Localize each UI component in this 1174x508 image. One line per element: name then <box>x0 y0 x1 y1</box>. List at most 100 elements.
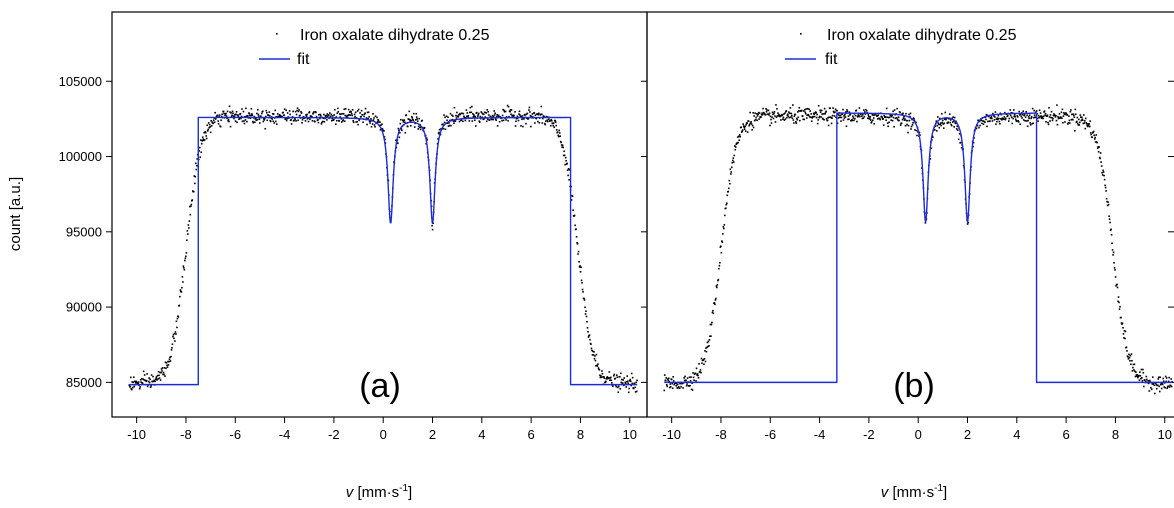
data-point <box>703 363 705 366</box>
data-point <box>1099 152 1102 154</box>
data-point <box>273 122 276 124</box>
data-point <box>1114 269 1116 271</box>
data-point <box>165 367 167 370</box>
data-point <box>1161 383 1164 386</box>
data-point <box>252 120 254 123</box>
data-point <box>686 377 689 379</box>
data-point <box>567 174 569 177</box>
data-point <box>877 114 880 117</box>
data-point <box>985 118 987 121</box>
data-point <box>1133 363 1136 366</box>
data-point <box>495 119 497 121</box>
data-point <box>1063 113 1066 115</box>
data-point <box>937 122 940 124</box>
data-point <box>1068 119 1071 122</box>
data-point <box>151 380 154 383</box>
data-point <box>850 119 853 122</box>
data-point <box>1021 117 1024 119</box>
data-point <box>544 120 547 122</box>
data-point <box>894 117 897 120</box>
data-point <box>1116 286 1119 289</box>
data-point <box>205 137 208 140</box>
data-point <box>683 377 685 379</box>
legend-b: Iron oxalate dihydrate 0.25 fit <box>785 27 1017 68</box>
data-point <box>1012 117 1015 120</box>
fit-curve <box>129 116 638 386</box>
data-point <box>402 119 404 121</box>
data-point <box>1167 385 1169 387</box>
data-point <box>1094 141 1097 143</box>
data-point <box>486 109 489 111</box>
data-point <box>897 116 900 118</box>
data-point <box>1093 138 1096 140</box>
data-point <box>760 116 762 118</box>
data-point <box>1022 110 1024 113</box>
data-point <box>481 113 484 115</box>
data-point <box>228 120 230 123</box>
data-point <box>1026 125 1029 128</box>
data-point <box>891 114 893 117</box>
data-point <box>437 138 439 140</box>
data-point <box>308 111 311 113</box>
data-point <box>722 233 724 235</box>
data-point <box>447 116 449 119</box>
data-point <box>738 134 741 136</box>
data-point <box>184 257 187 260</box>
data-point <box>669 383 672 385</box>
data-point <box>1011 122 1014 125</box>
data-point <box>1076 120 1078 123</box>
data-point <box>368 120 371 123</box>
data-point <box>1013 113 1016 116</box>
data-point <box>738 139 741 141</box>
x-axis-a: -10 -8 -6 -4 -2 0 2 4 6 8 10 <box>127 417 637 442</box>
data-point <box>474 125 477 127</box>
data-point <box>490 118 493 121</box>
data-point <box>448 124 451 127</box>
data-point <box>425 137 428 139</box>
data-point <box>779 115 782 117</box>
data-point <box>477 112 480 115</box>
data-point <box>1092 130 1095 133</box>
data-point <box>948 113 951 115</box>
data-point <box>1127 358 1130 360</box>
data-point <box>582 291 584 293</box>
data-point <box>755 116 757 119</box>
data-point <box>231 110 234 113</box>
data-point <box>909 115 911 118</box>
data-point <box>553 126 556 129</box>
data-point <box>869 119 872 121</box>
data-point <box>714 299 717 301</box>
data-point <box>1002 117 1004 120</box>
data-point <box>725 207 727 210</box>
data-point <box>1046 114 1049 117</box>
data-point <box>212 122 214 125</box>
data-point <box>1087 123 1090 125</box>
data-point <box>855 109 858 112</box>
data-point <box>842 119 845 121</box>
data-point <box>515 120 517 123</box>
data-point <box>593 357 596 360</box>
data-point <box>890 119 892 121</box>
data-point <box>986 125 988 128</box>
panel-b: -10 -8 -6 -4 -2 0 2 4 6 8 10 v [mm·s-1] Iron oxala… <box>641 11 1174 501</box>
data-point <box>354 115 356 118</box>
data-point <box>1103 178 1106 181</box>
data-point <box>873 122 876 125</box>
data-point <box>585 310 587 312</box>
data-point <box>1046 115 1048 117</box>
data-point <box>169 360 172 362</box>
data-point <box>381 123 383 125</box>
data-point <box>807 114 810 117</box>
data-point <box>544 123 547 126</box>
data-point <box>311 116 313 118</box>
data-point <box>939 122 942 124</box>
data-point <box>1019 113 1022 116</box>
data-point <box>600 376 603 379</box>
data-point <box>164 375 166 377</box>
data-point <box>319 113 322 116</box>
data-point <box>172 333 175 336</box>
data-point <box>598 368 601 371</box>
data-point <box>325 114 328 117</box>
data-point <box>1079 121 1081 124</box>
data-point <box>1012 109 1015 111</box>
